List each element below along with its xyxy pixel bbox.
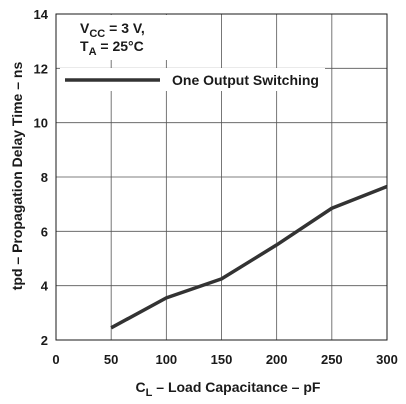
- y-tick-label: 6: [41, 224, 48, 239]
- x-tick-label: 300: [376, 352, 398, 367]
- y-axis-label: tpd – Propagation Delay Time – ns: [9, 62, 25, 291]
- x-tick-label: 150: [211, 352, 233, 367]
- y-tick-label: 14: [34, 7, 49, 22]
- plot-frame: [55, 13, 388, 341]
- y-tick-label: 2: [41, 333, 48, 348]
- x-tick-label: 50: [104, 352, 118, 367]
- legend-background: [60, 68, 325, 91]
- condition-vcc: VCC = 3 V,: [80, 20, 145, 40]
- x-axis-label: CL – Load Capacitance – pF: [136, 379, 321, 399]
- x-tick-label: 250: [321, 352, 343, 367]
- y-tick-label: 8: [41, 170, 48, 185]
- grid: [56, 14, 387, 340]
- series-group: [110, 184, 388, 330]
- condition-ta: TA = 25°C: [80, 38, 144, 58]
- x-tick-label: 200: [266, 352, 288, 367]
- x-tick-label: 100: [155, 352, 177, 367]
- conditions-background: [60, 15, 175, 60]
- legend-label: One Output Switching: [172, 72, 319, 88]
- x-axis-ticks: 0 50 100 150 200 250 300: [52, 352, 397, 367]
- series-line: [110, 184, 388, 330]
- y-tick-label: 10: [34, 116, 48, 131]
- y-tick-label: 12: [34, 61, 48, 76]
- x-tick-label: 0: [52, 352, 59, 367]
- y-axis-ticks: 2 4 6 8 10 12 14: [34, 7, 49, 348]
- y-tick-label: 4: [41, 279, 49, 294]
